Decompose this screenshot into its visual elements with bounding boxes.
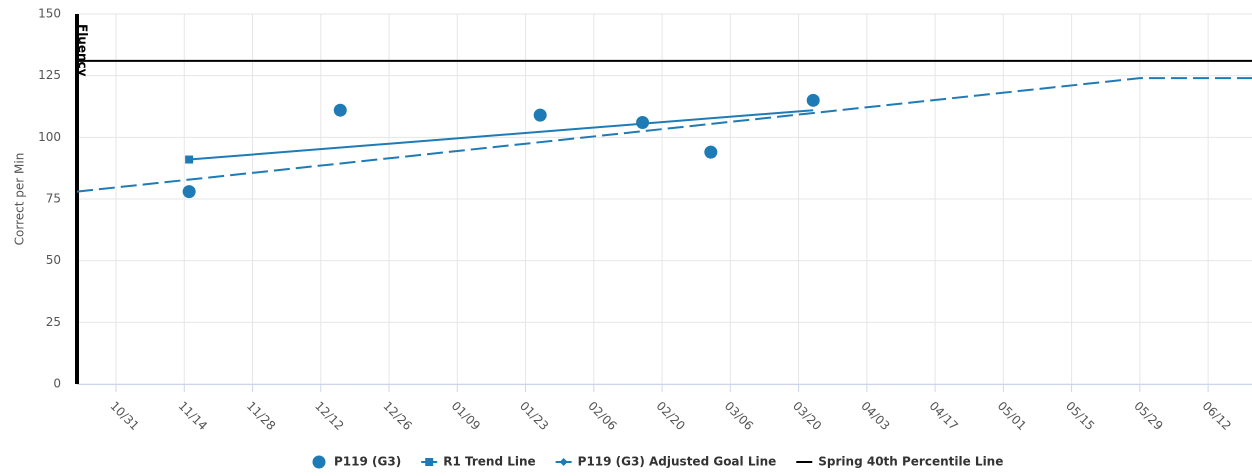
legend-label: P119 (G3) — [334, 455, 401, 469]
x-tick-label: 11/28 — [244, 399, 278, 433]
y-tick-label: 125 — [38, 68, 61, 82]
x-tick-label: 12/12 — [312, 399, 346, 433]
x-tick-label: 01/09 — [449, 399, 483, 433]
y-tick-label: 0 — [53, 377, 61, 391]
legend-item: P119 (G3) Adjusted Goal Line — [555, 455, 777, 469]
trend-point — [185, 155, 194, 164]
legend-label: R1 Trend Line — [443, 455, 535, 469]
data-point — [333, 103, 347, 117]
x-tick-label: 05/15 — [1063, 399, 1097, 433]
y-axis-label: Correct per Min — [13, 153, 27, 246]
legend-symbol — [312, 455, 326, 469]
legend-label: Spring 40th Percentile Line — [818, 455, 1003, 469]
data-point — [806, 93, 820, 107]
x-tick-label: 06/12 — [1200, 399, 1234, 433]
x-tick-label: 03/06 — [722, 399, 756, 433]
x-tick-label: 04/17 — [926, 399, 960, 433]
x-tick-label: 01/23 — [517, 399, 551, 433]
legend: P119 (G3) R1 Trend Line P119 (G3) Adjusted… — [312, 455, 1003, 469]
data-point — [182, 185, 196, 199]
fluency-label: Fluency — [76, 24, 90, 77]
data-point — [704, 145, 718, 159]
y-tick-label: 100 — [38, 130, 61, 144]
legend-symbol — [559, 458, 568, 466]
y-tick-label: 75 — [46, 192, 61, 206]
legend-item: Spring 40th Percentile Line — [796, 455, 1003, 469]
series-line — [189, 109, 814, 161]
legend-item: P119 (G3) — [312, 455, 401, 469]
data-point — [636, 116, 650, 130]
x-tick-label: 05/29 — [1131, 399, 1165, 433]
x-tick-label: 05/01 — [995, 399, 1029, 433]
x-tick-label: 03/20 — [790, 399, 824, 433]
legend-item: R1 Trend Line — [421, 455, 536, 469]
x-tick-label: 10/31 — [107, 399, 141, 433]
x-tick-label: 11/14 — [176, 399, 210, 433]
x-tick-label: 12/26 — [380, 399, 414, 433]
y-tick-label: 50 — [46, 253, 61, 267]
legend-symbol — [425, 458, 434, 466]
y-tick-label: 25 — [46, 315, 61, 329]
legend-label: P119 (G3) Adjusted Goal Line — [578, 455, 777, 469]
y-tick-label: 150 — [38, 7, 61, 21]
data-point — [533, 108, 547, 122]
x-tick-label: 04/03 — [858, 399, 892, 433]
series-line — [76, 77, 1252, 193]
x-tick-label: 02/20 — [653, 399, 687, 433]
x-tick-label: 02/06 — [585, 399, 619, 433]
